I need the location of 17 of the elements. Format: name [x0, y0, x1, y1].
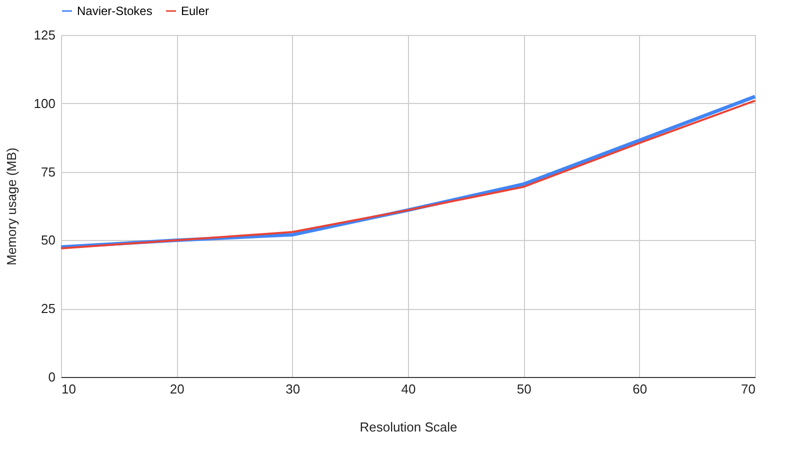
x-tick-label: 10 — [62, 382, 76, 396]
x-tick-label: 40 — [401, 382, 416, 396]
y-axis-title: Memory usage (MB) — [4, 148, 19, 266]
legend-label: Navier-Stokes — [77, 4, 152, 18]
x-tick-label: 50 — [516, 382, 532, 396]
x-tick-label: 60 — [632, 382, 648, 396]
y-tick-label: 125 — [34, 28, 56, 42]
y-tick-label: 100 — [34, 96, 56, 111]
y-tick-label: 75 — [41, 164, 56, 180]
y-tick-label: 0 — [48, 370, 56, 384]
y-tick-label: 25 — [41, 301, 56, 316]
x-tick-label: 30 — [286, 382, 300, 396]
x-tick-label: 70 — [741, 382, 756, 396]
x-tick-label: 20 — [170, 382, 184, 396]
x-axis-title: Resolution Scale — [360, 420, 458, 434]
y-tick-label: 50 — [41, 232, 56, 248]
legend-label: Euler — [181, 4, 210, 18]
